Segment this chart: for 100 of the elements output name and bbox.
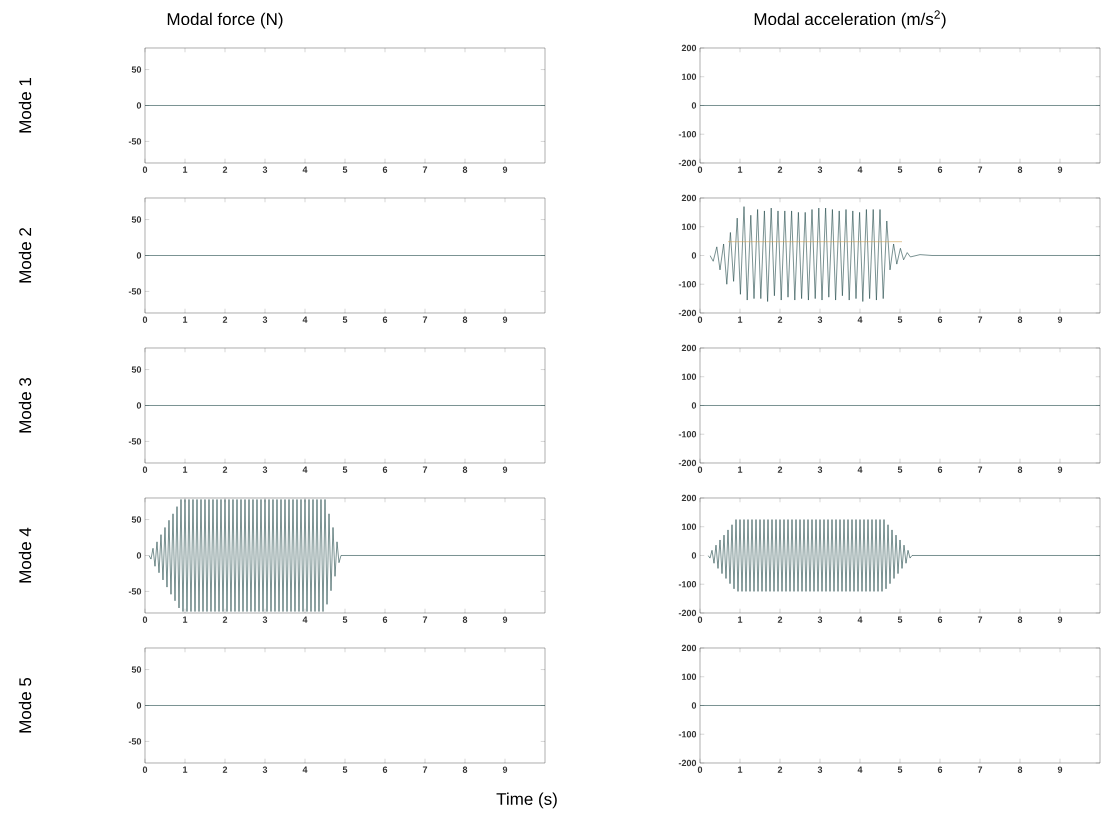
x-tick-label: 4 — [857, 616, 863, 623]
x-tick-label: 7 — [977, 616, 983, 623]
chart-title: Modal acceleration (m/s$^{2}$) — [754, 10, 946, 29]
y-tick-label: 0 — [691, 252, 697, 259]
x-tick-label: 1 — [738, 166, 743, 173]
x-tick-label: 3 — [262, 766, 268, 773]
x-tick-label: 8 — [1017, 766, 1023, 773]
x-tick-label: 1 — [738, 466, 743, 473]
x-tick-label: 9 — [1057, 316, 1063, 323]
x-tick-label: 2 — [222, 466, 228, 473]
x-tick-label: 1 — [183, 766, 188, 773]
x-tick-label: 8 — [1017, 316, 1023, 323]
line-series — [709, 206, 1101, 302]
y-tick-label: 0 — [691, 402, 697, 409]
x-tick-label: 5 — [342, 616, 348, 623]
x-axis-title: Time (s) — [496, 792, 557, 809]
x-tick-label: 6 — [937, 316, 943, 323]
x-tick-label: 6 — [937, 466, 943, 473]
x-tick-label: 3 — [817, 316, 823, 323]
x-tick-label: 5 — [342, 166, 348, 173]
x-tick-label: 2 — [222, 316, 228, 323]
x-tick-label: 4 — [857, 316, 863, 323]
x-tick-label: 6 — [382, 316, 388, 323]
x-tick-label: 2 — [777, 166, 783, 173]
y-tick-label: 0 — [136, 102, 142, 109]
y-tick-label: 50 — [131, 216, 142, 223]
x-tick-label: 2 — [777, 766, 783, 773]
x-tick-label: 4 — [857, 766, 863, 773]
y-axis-title: Mode 5 — [18, 677, 32, 733]
x-tick-label: 5 — [897, 166, 903, 173]
x-tick-label: 5 — [342, 766, 348, 773]
x-tick-label: 8 — [1017, 616, 1023, 623]
x-tick-label: 0 — [697, 766, 703, 773]
y-tick-label: 100 — [682, 223, 697, 230]
x-tick-label: 4 — [857, 466, 863, 473]
x-tick-label: 2 — [777, 316, 783, 323]
x-tick-label: 5 — [897, 316, 903, 323]
x-tick-label: 7 — [977, 766, 983, 773]
x-tick-label: 7 — [422, 766, 428, 773]
x-tick-label: 7 — [422, 166, 428, 173]
x-tick-label: 2 — [777, 466, 783, 473]
x-tick-label: 5 — [897, 616, 903, 623]
x-tick-label: 3 — [262, 466, 268, 473]
x-tick-label: 7 — [422, 616, 428, 623]
x-tick-label: 9 — [1057, 616, 1063, 623]
y-axis-title: Mode 3 — [18, 377, 32, 433]
y-axis-title: Mode 4 — [18, 527, 32, 583]
y-tick-label: 50 — [131, 366, 142, 373]
y-tick-label: -50 — [128, 138, 142, 145]
x-tick-label: 8 — [1017, 166, 1023, 173]
x-tick-label: 9 — [1057, 466, 1063, 473]
x-tick-label: 3 — [817, 616, 823, 623]
y-tick-label: 200 — [681, 344, 697, 352]
y-tick-label: 0 — [691, 552, 697, 559]
x-tick-label: 7 — [977, 466, 983, 473]
y-tick-label: 200 — [681, 644, 697, 652]
x-tick-label: 9 — [502, 166, 508, 173]
y-axis-title: Mode 2 — [18, 228, 32, 283]
x-tick-label: 8 — [462, 766, 468, 773]
x-tick-label: 7 — [422, 316, 428, 323]
x-tick-label: 8 — [462, 316, 468, 323]
x-tick-label: 4 — [302, 616, 308, 623]
x-tick-label: 8 — [462, 166, 468, 173]
x-tick-label: 1 — [183, 466, 188, 473]
x-tick-label: 9 — [1057, 166, 1063, 173]
y-tick-label: 0 — [691, 702, 697, 709]
x-tick-label: 7 — [422, 466, 428, 473]
x-tick-label: 1 — [738, 616, 743, 623]
y-tick-label: -200 — [678, 159, 697, 167]
x-tick-label: 8 — [462, 466, 468, 473]
x-tick-label: 0 — [697, 166, 703, 173]
x-tick-label: 0 — [697, 466, 703, 473]
y-tick-label: 200 — [681, 194, 697, 202]
y-tick-label: -200 — [678, 759, 697, 767]
x-tick-label: 6 — [382, 466, 388, 473]
y-tick-label: 100 — [682, 673, 697, 680]
x-tick-label: 1 — [738, 316, 743, 323]
y-tick-label: 100 — [682, 73, 697, 80]
y-tick-label: 200 — [681, 44, 697, 52]
y-tick-label: 50 — [131, 516, 142, 523]
y-tick-label: -100 — [678, 131, 697, 138]
x-tick-label: 1 — [738, 766, 743, 773]
x-tick-label: 6 — [937, 166, 943, 173]
y-tick-label: -100 — [678, 731, 697, 738]
x-tick-label: 8 — [462, 616, 468, 623]
y-tick-label: 0 — [136, 252, 142, 259]
x-tick-label: 0 — [142, 166, 148, 173]
x-tick-label: 3 — [262, 316, 268, 323]
y-tick-label: -200 — [678, 309, 697, 317]
y-tick-label: -100 — [678, 581, 697, 588]
x-tick-label: 9 — [502, 766, 508, 773]
x-tick-label: 6 — [937, 766, 943, 773]
y-tick-label: 200 — [681, 494, 697, 502]
x-tick-label: 4 — [302, 166, 308, 173]
y-tick-label: -50 — [128, 288, 142, 295]
chart-title: Modal force (N) — [167, 12, 283, 29]
y-tick-label: -200 — [678, 459, 697, 467]
x-tick-label: 4 — [302, 766, 308, 773]
x-tick-label: 5 — [897, 766, 903, 773]
x-tick-label: 6 — [382, 766, 388, 773]
